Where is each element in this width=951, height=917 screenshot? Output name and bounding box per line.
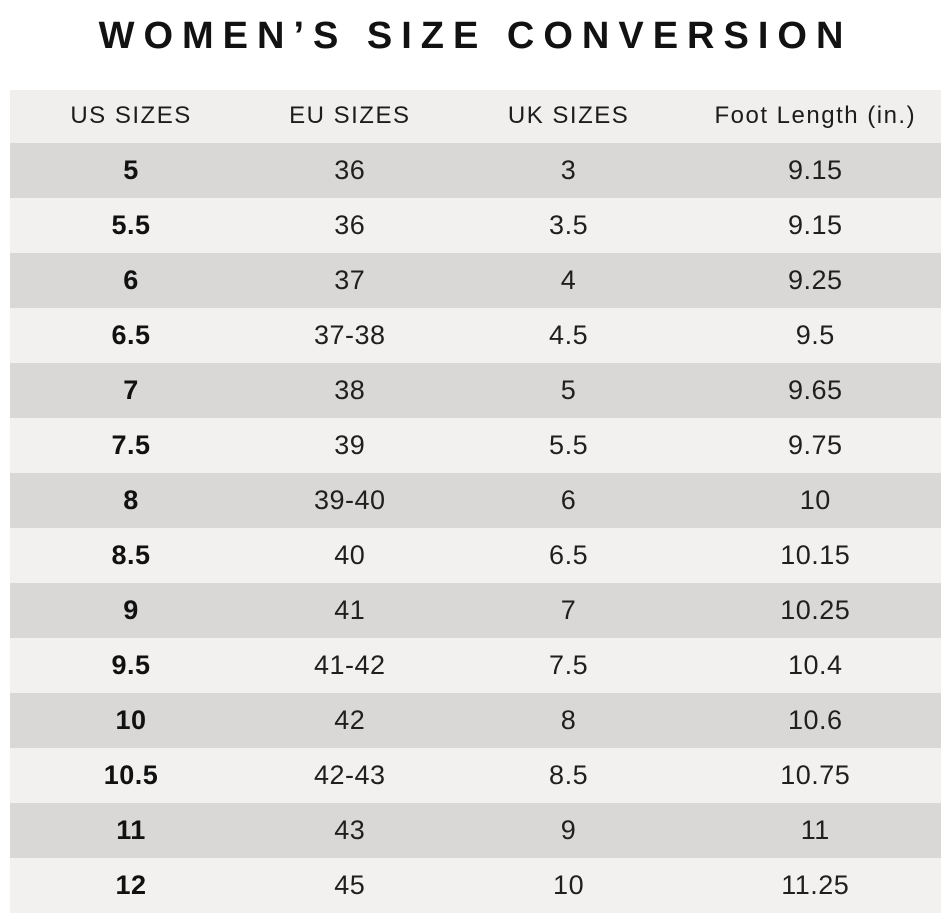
- table-header-row: US SIZES EU SIZES UK SIZES Foot Length (…: [10, 89, 941, 143]
- cell-foot-length: 10: [799, 484, 831, 515]
- cell-uk-size: 5.5: [549, 429, 589, 460]
- cell-foot-length: 9.75: [788, 429, 843, 460]
- cell-us-size: 12: [115, 869, 147, 900]
- cell-eu-size: 39: [334, 429, 366, 460]
- cell-us-size: 5.5: [111, 209, 151, 240]
- cell-us-size: 10.5: [103, 759, 159, 790]
- cell-eu-size: 40: [334, 539, 366, 570]
- table-row: 10.5 42-43 8.5 10.75: [10, 747, 941, 803]
- cell-uk-size: 10: [553, 869, 585, 900]
- table-row: 7.5 39 5.5 9.75: [10, 417, 941, 473]
- cell-us-size: 9.5: [111, 649, 151, 680]
- cell-foot-length: 10.4: [788, 649, 843, 680]
- cell-us-size: 6: [123, 264, 139, 295]
- cell-uk-size: 3.5: [549, 209, 589, 240]
- column-header-us-sizes: US SIZES: [10, 89, 253, 143]
- cell-foot-length: 9.25: [788, 264, 843, 295]
- cell-foot-length: 9.15: [788, 154, 843, 185]
- cell-eu-size: 38: [334, 374, 366, 405]
- cell-foot-length: 11.25: [781, 869, 850, 900]
- table-row: 7 38 5 9.65: [10, 362, 941, 418]
- cell-eu-size: 45: [334, 869, 366, 900]
- table-row: 5.5 36 3.5 9.15: [10, 197, 941, 253]
- cell-foot-length: 10.25: [780, 594, 851, 625]
- cell-foot-length: 10.15: [780, 539, 851, 570]
- cell-uk-size: 8.5: [549, 759, 589, 790]
- table-row: 8.5 40 6.5 10.15: [10, 527, 941, 583]
- table-row: 10 42 8 10.6: [10, 692, 941, 748]
- cell-uk-size: 6.5: [549, 539, 589, 570]
- table-row: 6 37 4 9.25: [10, 252, 941, 308]
- table-container: US SIZES EU SIZES UK SIZES Foot Length (…: [10, 89, 941, 913]
- cell-us-size: 11: [116, 814, 146, 845]
- cell-foot-length: 11: [800, 814, 830, 845]
- cell-foot-length: 9.65: [788, 374, 843, 405]
- cell-uk-size: 7: [560, 594, 577, 625]
- cell-eu-size: 39-40: [314, 484, 386, 515]
- cell-uk-size: 5: [560, 374, 577, 405]
- cell-foot-length: 10.6: [788, 704, 843, 735]
- cell-uk-size: 3: [560, 154, 577, 185]
- cell-uk-size: 7.5: [549, 649, 589, 680]
- cell-uk-size: 9: [560, 814, 577, 845]
- cell-us-size: 6.5: [111, 319, 151, 350]
- cell-foot-length: 10.75: [780, 759, 851, 790]
- column-header-foot-length: Foot Length (in.): [689, 89, 941, 143]
- cell-us-size: 7.5: [111, 429, 151, 460]
- cell-us-size: 5: [123, 154, 139, 185]
- page-title: WOMEN’S SIZE CONVERSION: [98, 15, 853, 57]
- cell-us-size: 10: [115, 704, 147, 735]
- cell-uk-size: 4.5: [549, 319, 589, 350]
- size-conversion-table: US SIZES EU SIZES UK SIZES Foot Length (…: [10, 89, 941, 913]
- table-row: 12 45 10 11.25: [10, 857, 941, 913]
- cell-eu-size: 37: [334, 264, 366, 295]
- cell-eu-size: 36: [334, 154, 366, 185]
- cell-us-size: 8.5: [111, 539, 151, 570]
- cell-eu-size: 37-38: [314, 319, 386, 350]
- cell-eu-size: 43: [334, 814, 366, 845]
- cell-eu-size: 42: [334, 704, 366, 735]
- cell-uk-size: 4: [560, 264, 577, 295]
- cell-us-size: 9: [123, 594, 139, 625]
- column-header-eu-sizes: EU SIZES: [252, 89, 448, 143]
- cell-foot-length: 9.5: [795, 319, 835, 350]
- column-header-uk-sizes: UK SIZES: [447, 89, 690, 143]
- cell-eu-size: 41: [334, 594, 366, 625]
- table-row: 5 36 3 9.15: [10, 142, 941, 198]
- cell-foot-length: 9.15: [788, 209, 843, 240]
- cell-eu-size: 36: [334, 209, 366, 240]
- cell-uk-size: 8: [560, 704, 577, 735]
- table-row: 11 43 9 11: [10, 802, 941, 858]
- table-row: 9.5 41-42 7.5 10.4: [10, 637, 941, 693]
- cell-us-size: 7: [123, 374, 139, 405]
- table-row: 6.5 37-38 4.5 9.5: [10, 307, 941, 363]
- cell-us-size: 8: [123, 484, 139, 515]
- cell-eu-size: 42-43: [314, 759, 386, 790]
- table-body: 5 36 3 9.15 5.5 36 3.5 9.15 6 37 4 9.25 6.5 37-38 4.5 9…: [10, 142, 941, 913]
- cell-eu-size: 41-42: [314, 649, 386, 680]
- table-row: 9 41 7 10.25: [10, 582, 941, 638]
- cell-uk-size: 6: [560, 484, 577, 515]
- table-row: 8 39-40 6 10: [10, 472, 941, 528]
